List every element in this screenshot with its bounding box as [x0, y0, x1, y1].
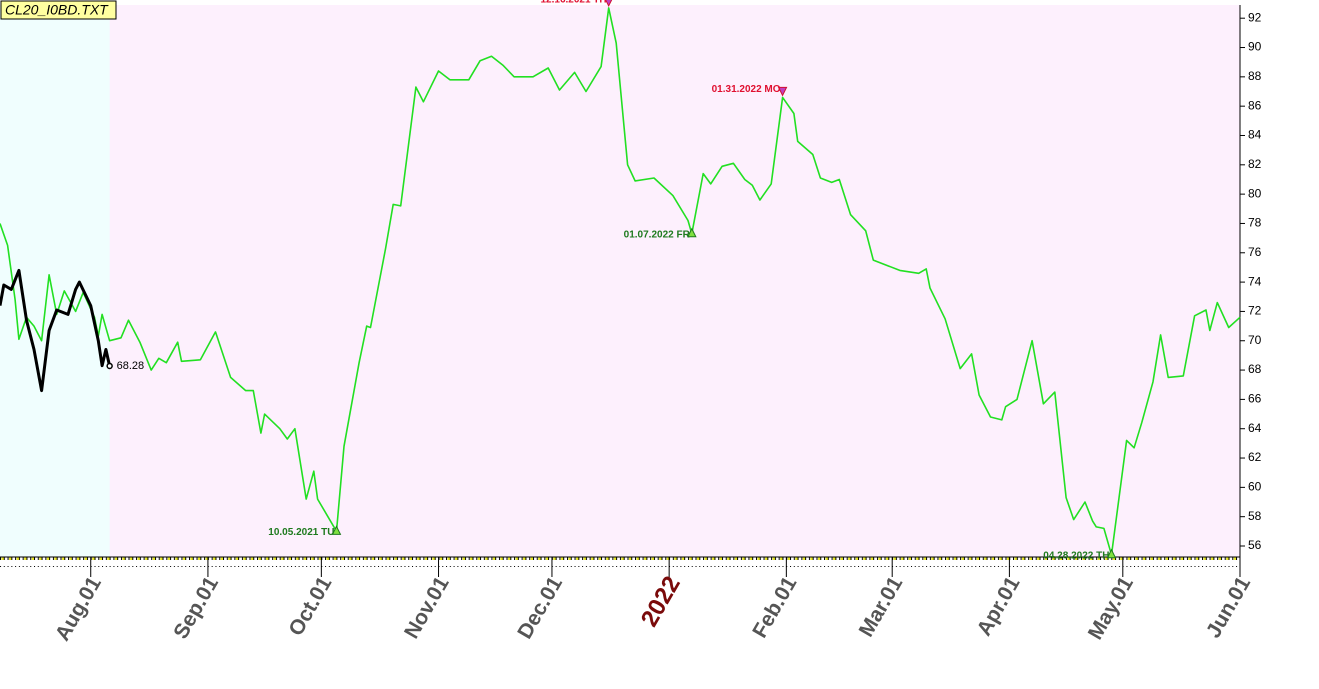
y-tick-label: 90 [1248, 40, 1262, 54]
annotation-marker [777, 86, 788, 97]
annotation-marker [605, 0, 613, 8]
x-tick-label: Jun.01 [1202, 572, 1255, 641]
x-tick-label: Aug.01 [51, 572, 106, 644]
y-tick-label: 62 [1248, 450, 1262, 464]
series-line [0, 268, 112, 393]
x-tick-label: Nov.01 [400, 573, 454, 643]
annotation-marker [331, 525, 342, 535]
x-tick-label: May.01 [1084, 573, 1138, 644]
y-tick-label: 76 [1248, 245, 1262, 259]
y-tick-label: 78 [1248, 216, 1262, 230]
x-tick-label: Feb.01 [748, 572, 801, 641]
annotation-label: 01.31.2022 MO [712, 84, 781, 95]
y-tick-label: 60 [1248, 480, 1262, 494]
x-tick-label: Mar.01 [855, 573, 908, 641]
y-tick-label: 58 [1248, 509, 1262, 523]
chart-title: CL20_I0BD.TXT [5, 2, 109, 18]
y-tick-label: 84 [1248, 128, 1262, 142]
annotation-label: 04.28.2022 TH [1043, 550, 1109, 561]
minor-ticks [0, 557, 1240, 567]
history-background [0, 5, 110, 557]
y-tick-label: 66 [1248, 392, 1262, 406]
annotation-label: 10.05.2021 TU [268, 527, 334, 538]
annotation-marker [687, 227, 697, 238]
annotation-label: 01.07.2022 FR [624, 229, 691, 240]
y-tick-label: 68 [1248, 362, 1262, 376]
y-tick-label: 88 [1248, 69, 1262, 83]
y-tick-label: 72 [1248, 304, 1262, 318]
annotation-label: 12.16.2021 TH [540, 0, 606, 6]
y-tick-label: 74 [1248, 274, 1262, 288]
x-tick-label: 2022 [636, 572, 686, 632]
x-tick-label: Dec.01 [513, 572, 567, 642]
y-tick-label: 70 [1248, 333, 1262, 347]
annotation-marker [1106, 548, 1117, 559]
y-tick-label: 86 [1248, 98, 1262, 112]
y-tick-label: 92 [1248, 10, 1262, 24]
x-tick-label: Sep.01 [169, 573, 223, 643]
y-tick-label: 64 [1248, 421, 1262, 435]
x-tick-label: Apr.01 [973, 572, 1025, 639]
y-tick-label: 82 [1248, 157, 1262, 171]
x-tick-label: Oct.01 [284, 572, 336, 639]
y-tick-label: 80 [1248, 186, 1262, 200]
y-tick-label: 56 [1248, 538, 1262, 552]
title-box [0, 0, 117, 20]
last-point [106, 362, 113, 370]
series-line [0, 7, 1241, 556]
plot-background [0, 5, 1240, 557]
value-label: 68.28 [117, 360, 145, 372]
